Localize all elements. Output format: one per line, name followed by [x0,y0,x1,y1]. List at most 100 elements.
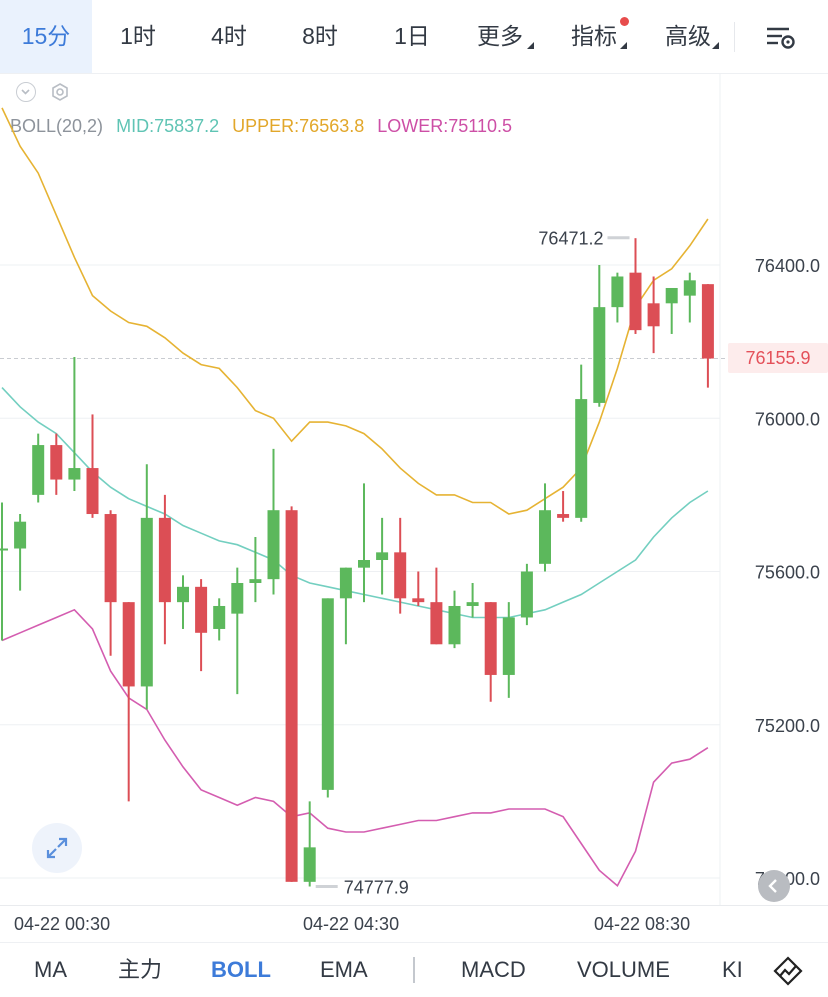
candle-body [32,445,45,495]
candle-body [231,582,244,614]
boll-lower-line [1,608,709,887]
tab-8h[interactable]: 8时 [302,23,338,49]
notification-dot [620,17,629,26]
candle [285,506,298,882]
legend-upper: UPPER:76563.8 [232,116,365,136]
y-tick-label: 76000.0 [755,409,820,429]
time-label: 04-22 04:30 [303,914,400,934]
tab-indicators[interactable]: 指标 [571,23,617,49]
candle-body [285,510,298,882]
candle-body [520,571,533,618]
collapse-button[interactable] [16,82,36,102]
tab-more[interactable]: 更多 [477,23,523,49]
candle [520,563,533,626]
indicator-boll[interactable]: BOLL [211,957,271,982]
tab-15m[interactable]: 15分 [0,0,92,73]
tab-1d[interactable]: 1日 [394,23,430,49]
candle [86,414,99,518]
candle-body [140,517,153,687]
expand-button[interactable] [32,823,82,873]
candle [394,517,407,614]
candle [412,571,425,606]
candle-body [358,560,370,568]
gear-icon [52,83,68,101]
dropdown-triangle-icon [527,42,534,49]
candle-body [376,552,389,561]
expand-icon [46,837,68,859]
dropdown-triangle-icon [712,42,719,49]
candle-body [502,617,515,675]
indicator-divider [413,957,415,983]
candle-body [394,552,407,599]
candle-body [466,602,479,606]
y-tick-label: 76400.0 [755,256,820,276]
tab-divider [734,22,735,52]
arrow-icon [768,879,777,893]
tab-4h[interactable]: 4时 [211,23,247,49]
indicator-kdj[interactable]: KI [722,957,743,982]
bollinger-bands [1,107,709,887]
candle [140,464,153,710]
candle [14,514,27,591]
time-label: 04-22 00:30 [14,914,111,934]
candle-body [412,598,425,603]
indicator-volume[interactable]: VOLUME [577,957,670,982]
candle-body [683,280,696,296]
settings-button[interactable] [760,18,800,56]
tab-advanced[interactable]: 高级 [665,23,711,49]
candle [122,602,135,802]
candle [303,801,316,887]
candle-body [339,567,352,599]
candle [50,433,63,495]
chart-annotations: 76471.2 74777.9 [315,229,630,897]
candle [430,567,443,645]
candle-body [557,514,570,518]
candle-body [647,303,660,327]
candle [539,483,551,572]
time-label: 04-22 08:30 [594,914,691,934]
low-label: 74777.9 [344,877,409,897]
candle [213,598,226,641]
candle-body [575,399,588,518]
candle [647,276,660,354]
candle [557,491,570,522]
candle [249,537,262,603]
candle [484,602,497,702]
candle [502,602,515,698]
candle-body [177,586,189,603]
indicator-macd[interactable]: MACD [461,957,526,982]
indicator-settings-button[interactable] [50,82,70,102]
candle [701,284,714,388]
indicator-ema[interactable]: EMA [320,957,368,982]
candle [0,502,8,641]
candle [448,590,461,649]
candle-body [611,276,624,308]
indicator-main-force[interactable]: 主力 [118,957,163,982]
candle-body [267,510,280,580]
chevron-down-icon [21,89,30,95]
candle-body [448,605,461,645]
high-label: 76471.2 [538,229,603,249]
tab-1h[interactable]: 1时 [120,23,156,49]
candle [593,265,606,407]
last-price-label[interactable]: 76155.9 [728,343,828,373]
time-axis: 04-22 00:30 04-22 04:30 04-22 08:30 [0,905,828,942]
candle-body [430,602,443,645]
scroll-to-latest-button[interactable] [758,870,790,902]
candle-body [593,307,606,403]
indicator-ma[interactable]: MA [34,957,67,982]
draw-tool-button[interactable] [772,955,804,987]
boll-legend: BOLL(20,2) MID:75837.2 UPPER:76563.8 LOW… [10,116,520,137]
candle-body [195,586,208,633]
candle-body [68,468,81,480]
candles [0,238,714,887]
candle [195,579,208,672]
candle-body [484,602,497,675]
candle [683,272,696,323]
candle [376,517,389,595]
timeframe-tabs: 15分 1时 4时 8时 1日 更多 指标 高级 [0,0,828,74]
candle [466,582,479,618]
candle-body [665,287,678,304]
